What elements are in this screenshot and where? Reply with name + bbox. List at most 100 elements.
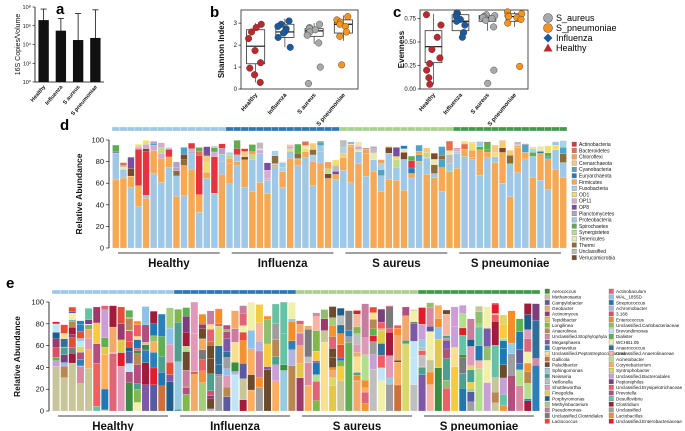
d-group-strip-cell (491, 126, 499, 132)
d-bar-segment-planctomycetes (173, 167, 180, 171)
e-bar-segment-unclassified-erysipelotrichaceae (133, 324, 142, 337)
d-bar-segment-proteobacteria (544, 189, 552, 249)
e-bar-segment-unclassified-carlobacteriaceae (320, 309, 329, 319)
e-bar-segment-neisseria (353, 372, 361, 376)
e-legend-label-shuttleworthia: Shuttleworthia (552, 385, 582, 390)
e-bar-segment-3-168 (52, 347, 60, 358)
d-bar-segment-firmicutes (120, 177, 127, 249)
e-bar-segment-sphingomonas (418, 340, 426, 348)
d-bar-segment-proteobacteria (339, 170, 347, 249)
e-bar-segment-finegoldia (499, 324, 508, 339)
e-legend-swatch-anaerococcus (608, 345, 614, 351)
e-bar-segment-unclassified-peptostreptococcaceae (320, 342, 329, 412)
d-bar-segment-verrucomicrobia (180, 154, 188, 160)
e-legend-label-sphingomonas: Sphingomonas (552, 368, 583, 373)
d-group-label-influenza: Influenza (258, 258, 308, 270)
e-legend-swatch-syntrophobacter (608, 367, 614, 373)
d-bar-segment-proteobacteria (415, 162, 423, 249)
e-legend-label-unclassified-stophylophyla: Unclassified.Stophylophyla (552, 334, 607, 339)
e-bar-segment-veillonella (418, 355, 426, 367)
e-bar-segment-corynebacterium (272, 380, 280, 412)
d-bar-segment-firmicutes (233, 161, 241, 167)
d-bar-segment-proteobacteria (476, 141, 484, 147)
e-bar-segment-neisseria (418, 367, 426, 375)
e-bar-segment-streptococcus (133, 339, 142, 349)
e-bar-segment-unclassified-stophylophyla (76, 366, 85, 384)
a-bar-influenza (55, 30, 67, 82)
e-bar-segment-achromobacter (231, 371, 239, 375)
e-bar-segment-anaerococcus (215, 345, 223, 365)
d-bar-segment-firmicutes (347, 146, 355, 183)
e-bar-segment-paludibacter (198, 327, 207, 339)
d-group-strip-cell (422, 126, 431, 132)
d-bar-segment-proteobacteria (552, 141, 559, 146)
d-bar-segment-cyanobacteria (180, 147, 188, 155)
d-y-tick-label: 80 (96, 157, 104, 166)
d-bar-segment-bacteroidetes (195, 151, 203, 156)
e-group-strip-cell (442, 289, 451, 295)
b-y-tick-label: 3 (234, 21, 238, 27)
e-legend-label-methylobacterium: Methylobacterium (552, 402, 588, 407)
d-bar-segment-firmicutes (157, 158, 165, 183)
e-bar-segment-achromobacter (76, 365, 85, 367)
d-legend-label-unclassified: Unclassified (579, 249, 606, 255)
e-bar-segment-shuttleworthia (353, 344, 361, 353)
d-bar-segment-cyanobacteria (544, 156, 552, 159)
e-legend-label-geobacter: Geobacter (552, 306, 574, 311)
e-bar-segment-unclassified-carlobacteriaceae (198, 338, 207, 340)
d-bar-segment-firmicutes (461, 143, 468, 145)
e-bar-segment-unclassified-peptostreptococcaceae (353, 356, 361, 373)
d-legend-swatch-verrucomicrobia (571, 255, 577, 261)
e-bar-segment-aerococcus (133, 350, 142, 354)
d-bar-segment-synergistetes (468, 142, 476, 144)
d-bar-segment-proteobacteria (279, 162, 286, 168)
e-legend-swatch-anaerolinea (544, 328, 550, 334)
d-bar-segment-proteobacteria (173, 175, 180, 197)
d-bar-segment-op11 (150, 145, 158, 151)
d-bar-segment-actinobacteria (195, 155, 203, 195)
d-bar-segment-actinobacteria (233, 148, 241, 155)
e-bar-segment-syntrophobacter (499, 314, 508, 325)
d-bar-segment-firmicutes (385, 179, 393, 249)
d-y-tick-label: 60 (96, 179, 104, 188)
e-bar-segment-acinetobacter (524, 383, 532, 399)
d-bar-segment-firmicutes (309, 161, 317, 186)
e-bar-segment-cupriavidus (76, 320, 85, 325)
e-legend-swatch-unclassified-bacteroidales (608, 373, 614, 379)
e-legend-swatch-corynebacterium (608, 362, 614, 368)
e-bar-segment-cupriavidus (532, 365, 540, 412)
a-bar-s-pneumoniae (90, 37, 101, 82)
e-bar-segment-megasphaera (410, 323, 418, 342)
e-bar-segment-megasphaera (483, 328, 491, 347)
e-bar-segment-shuttleworthia (166, 344, 174, 363)
e-bar-segment-unclassified-enterobacteriaceae (353, 310, 361, 315)
d-bar-segment-chloroflexi (324, 161, 332, 169)
e-bar-segment-enterococcus (328, 367, 337, 371)
e-bar-segment-shuttleworthia (524, 329, 532, 340)
d-bar-segment-planctomycetes (188, 151, 195, 154)
e-bar-segment-longilinea (312, 400, 320, 412)
e-group-strip-cell (312, 289, 321, 295)
d-bar-segment-unclassified (256, 142, 264, 149)
e-bar-segment-campylobacter (467, 391, 475, 402)
d-group-label-healthy: Healthy (148, 258, 190, 270)
d-bar-segment-proteobacteria (165, 167, 173, 249)
e-legend-label-pseudomonas: Pseudomonas (552, 408, 582, 413)
e-bar-segment-unclassified-anaerolinaceae (442, 313, 451, 336)
e-group-strip-cell (531, 289, 541, 295)
e-legend-label-unclassified-carlobacteriaceae: Unclassified.Carlobacteriaceae (616, 323, 680, 328)
e-bar-segment-paludibacter (263, 369, 272, 412)
d-bar-segment-proteobacteria (506, 164, 514, 197)
d-bar-segment-proteobacteria (423, 158, 431, 175)
e-bar-segment-methylobacterium (467, 388, 475, 392)
e-group-strip-cell (279, 289, 289, 295)
e-bar-segment-methylobacterium (475, 323, 483, 328)
b-point-s-aureus (316, 63, 324, 71)
c-point-healthy (437, 21, 445, 29)
e-bar-segment-unclassified-enterobacteriaceae (418, 307, 426, 325)
d-legend-swatch-actinobacteria (571, 141, 577, 147)
e-group-strip-cell (409, 289, 419, 295)
e-group-strip-cell (466, 289, 476, 295)
e-group-strip-cell (255, 289, 264, 295)
e-bar-segment-porphyromonas (52, 332, 60, 339)
